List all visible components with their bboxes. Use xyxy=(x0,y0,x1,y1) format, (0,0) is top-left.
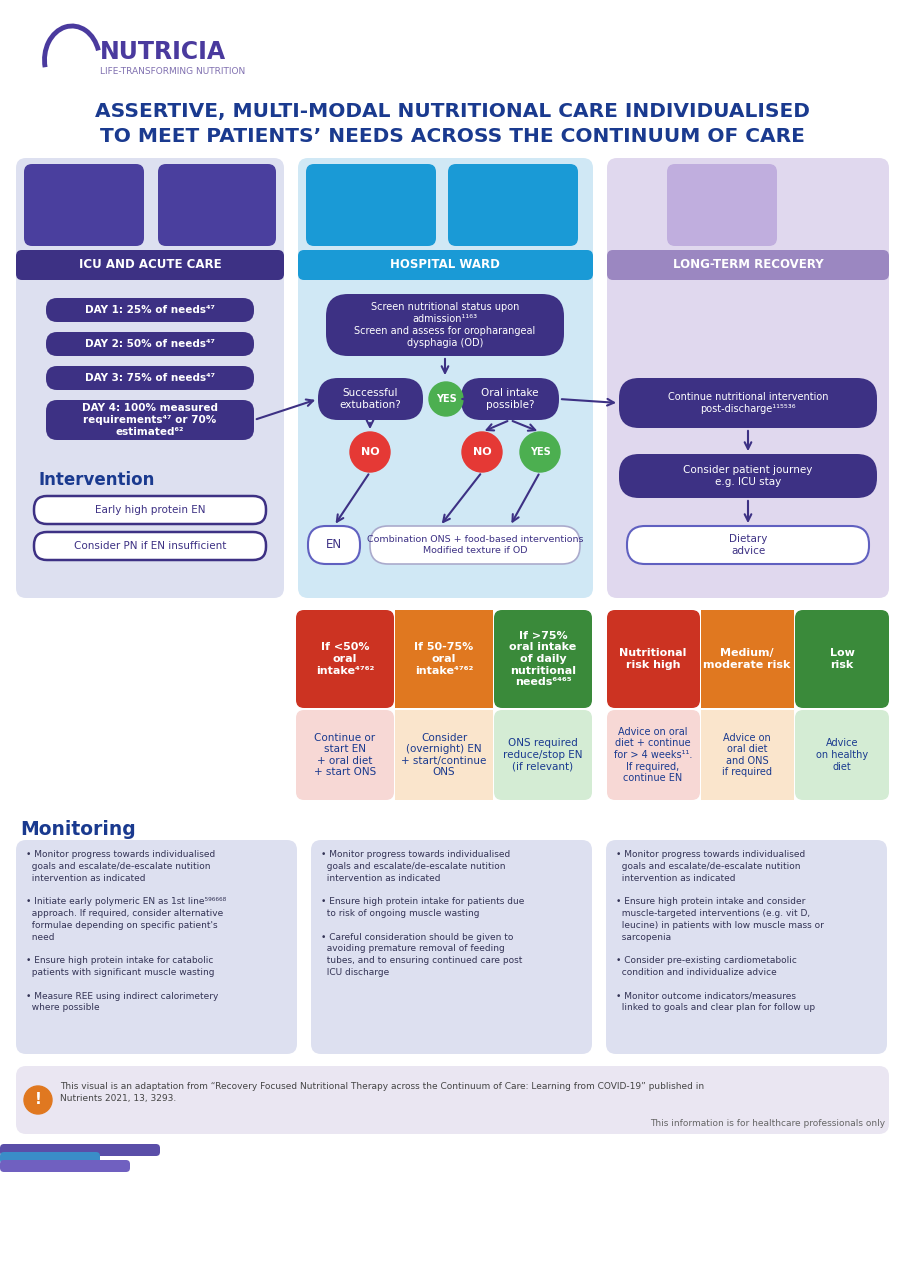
FancyBboxPatch shape xyxy=(607,611,700,708)
FancyBboxPatch shape xyxy=(46,298,254,323)
FancyBboxPatch shape xyxy=(16,1066,889,1134)
Text: • Monitor progress towards individualised
  goals and escalate/de-escalate nutit: • Monitor progress towards individualise… xyxy=(321,850,524,977)
FancyBboxPatch shape xyxy=(311,840,592,1053)
Text: Combination ONS + food-based interventions
Modified texture if OD: Combination ONS + food-based interventio… xyxy=(367,535,583,554)
FancyBboxPatch shape xyxy=(370,526,580,564)
Text: Dietary
advice: Dietary advice xyxy=(729,534,767,556)
Text: LIFE-TRANSFORMING NUTRITION: LIFE-TRANSFORMING NUTRITION xyxy=(100,68,245,77)
FancyBboxPatch shape xyxy=(607,710,700,800)
Text: EN: EN xyxy=(326,539,342,552)
FancyBboxPatch shape xyxy=(494,611,592,708)
Text: YES: YES xyxy=(435,394,456,404)
Text: If <50%
oral
intake⁴⁷⁶²: If <50% oral intake⁴⁷⁶² xyxy=(316,643,374,676)
Text: Consider
(overnight) EN
+ start/continue
ONS: Consider (overnight) EN + start/continue… xyxy=(401,732,487,777)
FancyBboxPatch shape xyxy=(607,157,889,598)
FancyBboxPatch shape xyxy=(158,164,276,246)
Text: ICU AND ACUTE CARE: ICU AND ACUTE CARE xyxy=(79,259,222,271)
FancyBboxPatch shape xyxy=(298,250,593,280)
FancyBboxPatch shape xyxy=(607,250,889,280)
FancyBboxPatch shape xyxy=(24,164,144,246)
Text: DAY 2: 50% of needs⁴⁷: DAY 2: 50% of needs⁴⁷ xyxy=(85,339,215,349)
FancyBboxPatch shape xyxy=(795,710,889,800)
Text: • Monitor progress towards individualised
  goals and escalate/de-escalate nutit: • Monitor progress towards individualise… xyxy=(26,850,226,1012)
Text: Early high protein EN: Early high protein EN xyxy=(95,506,205,515)
Text: NUTRICIA: NUTRICIA xyxy=(100,40,226,64)
Text: DAY 4: 100% measured
requirements⁴⁷ or 70%
estimated⁶²: DAY 4: 100% measured requirements⁴⁷ or 7… xyxy=(82,403,218,436)
Bar xyxy=(395,611,493,708)
Text: Consider PN if EN insufficient: Consider PN if EN insufficient xyxy=(74,541,226,550)
Text: • Monitor progress towards individualised
  goals and escalate/de-escalate nutit: • Monitor progress towards individualise… xyxy=(616,850,824,1012)
FancyBboxPatch shape xyxy=(326,294,564,356)
FancyBboxPatch shape xyxy=(0,1152,100,1164)
Text: Oral intake
possible?: Oral intake possible? xyxy=(481,388,538,410)
Text: Medium/
moderate risk: Medium/ moderate risk xyxy=(703,648,791,669)
Text: DAY 1: 25% of needs⁴⁷: DAY 1: 25% of needs⁴⁷ xyxy=(85,305,215,315)
FancyBboxPatch shape xyxy=(46,332,254,356)
Text: This information is for healthcare professionals only: This information is for healthcare profe… xyxy=(650,1120,885,1129)
Text: Nutritional
risk high: Nutritional risk high xyxy=(619,648,687,669)
Text: Advice on oral
diet + continue
for > 4 weeks¹¹.
If required,
continue EN: Advice on oral diet + continue for > 4 w… xyxy=(614,727,692,783)
FancyBboxPatch shape xyxy=(0,1144,160,1156)
FancyBboxPatch shape xyxy=(795,611,889,708)
FancyBboxPatch shape xyxy=(627,526,869,564)
FancyBboxPatch shape xyxy=(308,526,360,564)
Text: ASSERTIVE, MULTI-MODAL NUTRITIONAL CARE INDIVIDUALISED: ASSERTIVE, MULTI-MODAL NUTRITIONAL CARE … xyxy=(95,102,810,122)
Bar xyxy=(395,710,493,800)
FancyBboxPatch shape xyxy=(16,250,284,280)
FancyBboxPatch shape xyxy=(298,157,593,598)
FancyBboxPatch shape xyxy=(606,840,887,1053)
Circle shape xyxy=(24,1085,52,1114)
FancyBboxPatch shape xyxy=(619,378,877,428)
Text: !: ! xyxy=(34,1093,42,1107)
Text: Continue nutritional intervention
post-discharge¹¹⁵⁵³⁶: Continue nutritional intervention post-d… xyxy=(668,392,828,413)
FancyBboxPatch shape xyxy=(296,710,394,800)
Text: Advice
on healthy
diet: Advice on healthy diet xyxy=(816,739,868,772)
Text: ONS required
reduce/stop EN
(if relevant): ONS required reduce/stop EN (if relevant… xyxy=(503,739,583,772)
FancyBboxPatch shape xyxy=(46,366,254,390)
FancyBboxPatch shape xyxy=(34,532,266,561)
Circle shape xyxy=(429,381,463,416)
Text: Low
risk: Low risk xyxy=(830,648,854,669)
Circle shape xyxy=(462,431,502,472)
Text: DAY 3: 75% of needs⁴⁷: DAY 3: 75% of needs⁴⁷ xyxy=(85,372,215,383)
FancyBboxPatch shape xyxy=(34,495,266,524)
Text: NO: NO xyxy=(361,447,379,457)
FancyBboxPatch shape xyxy=(16,157,284,598)
Text: If 50-75%
oral
intake⁴⁷⁶²: If 50-75% oral intake⁴⁷⁶² xyxy=(414,643,473,676)
FancyBboxPatch shape xyxy=(494,710,592,800)
Bar xyxy=(701,710,794,800)
Text: YES: YES xyxy=(529,447,550,457)
Text: If >75%
oral intake
of daily
nutritional
needs⁶⁴⁶⁵: If >75% oral intake of daily nutritional… xyxy=(510,631,576,687)
Circle shape xyxy=(350,431,390,472)
Text: This visual is an adaptation from “Recovery Focused Nutritional Therapy across t: This visual is an adaptation from “Recov… xyxy=(60,1082,704,1103)
FancyBboxPatch shape xyxy=(619,454,877,498)
Text: TO MEET PATIENTS’ NEEDS ACROSS THE CONTINUUM OF CARE: TO MEET PATIENTS’ NEEDS ACROSS THE CONTI… xyxy=(100,127,805,146)
FancyBboxPatch shape xyxy=(448,164,578,246)
FancyBboxPatch shape xyxy=(461,378,559,420)
FancyBboxPatch shape xyxy=(318,378,423,420)
Text: Intervention: Intervention xyxy=(38,471,155,489)
Text: Consider patient journey
e.g. ICU stay: Consider patient journey e.g. ICU stay xyxy=(683,465,813,486)
Text: Monitoring: Monitoring xyxy=(20,820,136,838)
Text: Continue or
start EN
+ oral diet
+ start ONS: Continue or start EN + oral diet + start… xyxy=(314,732,376,777)
FancyBboxPatch shape xyxy=(667,164,777,246)
Text: LONG-TERM RECOVERY: LONG-TERM RECOVERY xyxy=(672,259,824,271)
FancyBboxPatch shape xyxy=(306,164,436,246)
Text: Successful
extubation?: Successful extubation? xyxy=(339,388,401,410)
Text: Screen nutritional status upon
admission¹¹⁶³
Screen and assess for oropharangeal: Screen nutritional status upon admission… xyxy=(355,302,536,348)
FancyBboxPatch shape xyxy=(16,840,297,1053)
FancyBboxPatch shape xyxy=(296,611,394,708)
FancyBboxPatch shape xyxy=(0,1160,130,1172)
Text: NO: NO xyxy=(472,447,491,457)
FancyBboxPatch shape xyxy=(46,399,254,440)
Text: HOSPITAL WARD: HOSPITAL WARD xyxy=(390,259,500,271)
Circle shape xyxy=(520,431,560,472)
Bar xyxy=(701,611,794,708)
Text: Advice on
oral diet
and ONS
if required: Advice on oral diet and ONS if required xyxy=(722,732,772,777)
